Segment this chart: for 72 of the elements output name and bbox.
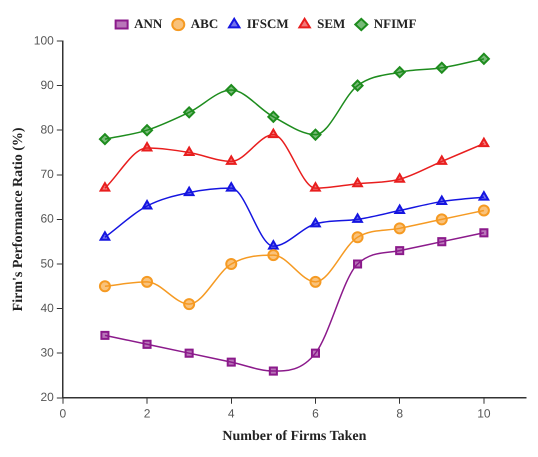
point [226, 182, 237, 192]
point [352, 231, 364, 244]
y-tick-label: 90 [40, 78, 54, 92]
x-tick-label: 0 [59, 406, 66, 420]
point [184, 186, 194, 196]
y-tick-label: 60 [40, 212, 54, 226]
x-tick-label: 2 [144, 406, 151, 420]
point [100, 182, 110, 192]
point [394, 66, 406, 78]
y-tick-label: 40 [40, 300, 54, 315]
point [394, 222, 406, 234]
point [141, 276, 154, 288]
point [436, 213, 448, 226]
point [141, 124, 154, 136]
point [352, 178, 363, 188]
y-tick-label: 100 [34, 33, 54, 48]
point [310, 348, 320, 358]
legend-label: ANN [134, 16, 163, 31]
x-tick-label: 8 [396, 406, 404, 420]
point [268, 240, 279, 250]
y-tick-label: 20 [40, 390, 54, 404]
point [267, 110, 280, 123]
y-axis-title: Firm's Performance Ratio (%) [11, 127, 26, 312]
legend-label: ABC [190, 16, 218, 31]
point [142, 340, 152, 349]
point [142, 142, 152, 152]
y-tick-label: 70 [40, 167, 54, 182]
point [309, 128, 322, 141]
point [394, 204, 406, 214]
point [183, 298, 196, 310]
x-axis-title: Number of Firms Taken [222, 429, 367, 444]
point [478, 204, 490, 216]
point [184, 146, 194, 156]
point [268, 366, 278, 376]
legend-label: NFIMF [374, 16, 416, 31]
point [352, 80, 364, 92]
point [436, 196, 448, 206]
y-tick-label: 50 [40, 256, 54, 270]
point [394, 173, 406, 183]
y-tick-label: 80 [40, 122, 54, 137]
point [226, 155, 237, 165]
point [436, 62, 448, 74]
point [183, 106, 196, 118]
legend-label: SEM [317, 16, 346, 31]
x-tick-label: 4 [228, 406, 235, 420]
point [310, 182, 321, 192]
x-tick-label: 6 [312, 406, 320, 420]
point [353, 259, 362, 269]
point [98, 133, 111, 146]
point [142, 200, 152, 210]
point [268, 128, 279, 138]
point [100, 330, 110, 340]
point [478, 52, 490, 65]
y-tick-label: 30 [40, 346, 54, 360]
point [395, 246, 404, 256]
point [437, 237, 446, 246]
point [436, 155, 448, 165]
point [225, 258, 238, 270]
point [100, 231, 110, 241]
point [309, 276, 322, 288]
point [226, 358, 236, 367]
point [478, 138, 490, 148]
point [98, 280, 111, 292]
point [352, 213, 363, 223]
legend-label: IFSCM [246, 16, 289, 31]
point [479, 228, 488, 238]
point [267, 249, 280, 262]
point [184, 348, 194, 358]
point [478, 191, 490, 201]
point [310, 218, 321, 228]
point [225, 84, 238, 96]
x-tick-label: 10 [477, 406, 491, 420]
